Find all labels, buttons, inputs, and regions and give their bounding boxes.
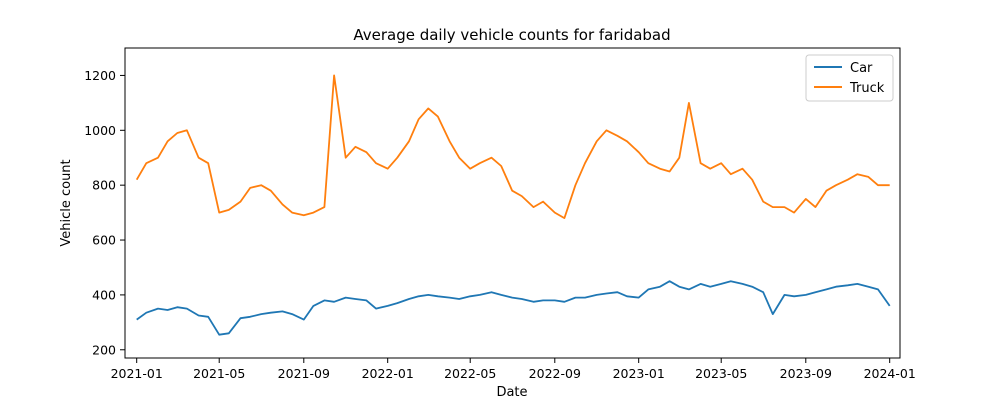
legend-label-car: Car xyxy=(850,61,873,76)
y-tick-label: 600 xyxy=(92,233,116,248)
y-tick-label: 1200 xyxy=(84,68,116,83)
x-axis-label: Date xyxy=(496,385,527,400)
y-tick-label: 200 xyxy=(92,342,116,357)
legend-label-truck: Truck xyxy=(849,81,885,96)
x-tick-label: 2021-01 xyxy=(111,366,163,381)
series-line-car xyxy=(136,280,891,336)
x-tick-label: 2023-05 xyxy=(695,366,747,381)
x-tick-label: 2021-05 xyxy=(193,366,245,381)
legend: Car Truck xyxy=(805,54,894,102)
chart-title: Average daily vehicle counts for faridab… xyxy=(353,26,670,44)
x-axis: 2021-01 2021-05 2021-09 2022-01 2022-05 2022-… xyxy=(111,358,916,381)
y-tick-label: 400 xyxy=(92,287,116,302)
y-tick-label: 800 xyxy=(92,178,116,193)
x-tick-label: 2021-09 xyxy=(278,366,330,381)
series-layer xyxy=(135,74,891,336)
x-tick-label: 2023-01 xyxy=(613,366,665,381)
plot-area xyxy=(124,47,901,359)
y-tick-label: 1000 xyxy=(84,123,116,138)
x-tick-label: 2022-09 xyxy=(529,366,581,381)
y-axis: 200 400 600 800 1000 1200 xyxy=(84,68,125,357)
x-tick-label: 2024-01 xyxy=(864,366,916,381)
x-tick-label: 2022-01 xyxy=(362,366,414,381)
x-tick-label: 2023-09 xyxy=(780,366,832,381)
x-tick-label: 2022-05 xyxy=(444,366,496,381)
y-axis-label: Vehicle count xyxy=(59,159,74,246)
plot-frame xyxy=(124,47,901,359)
series-line-truck xyxy=(135,74,890,219)
